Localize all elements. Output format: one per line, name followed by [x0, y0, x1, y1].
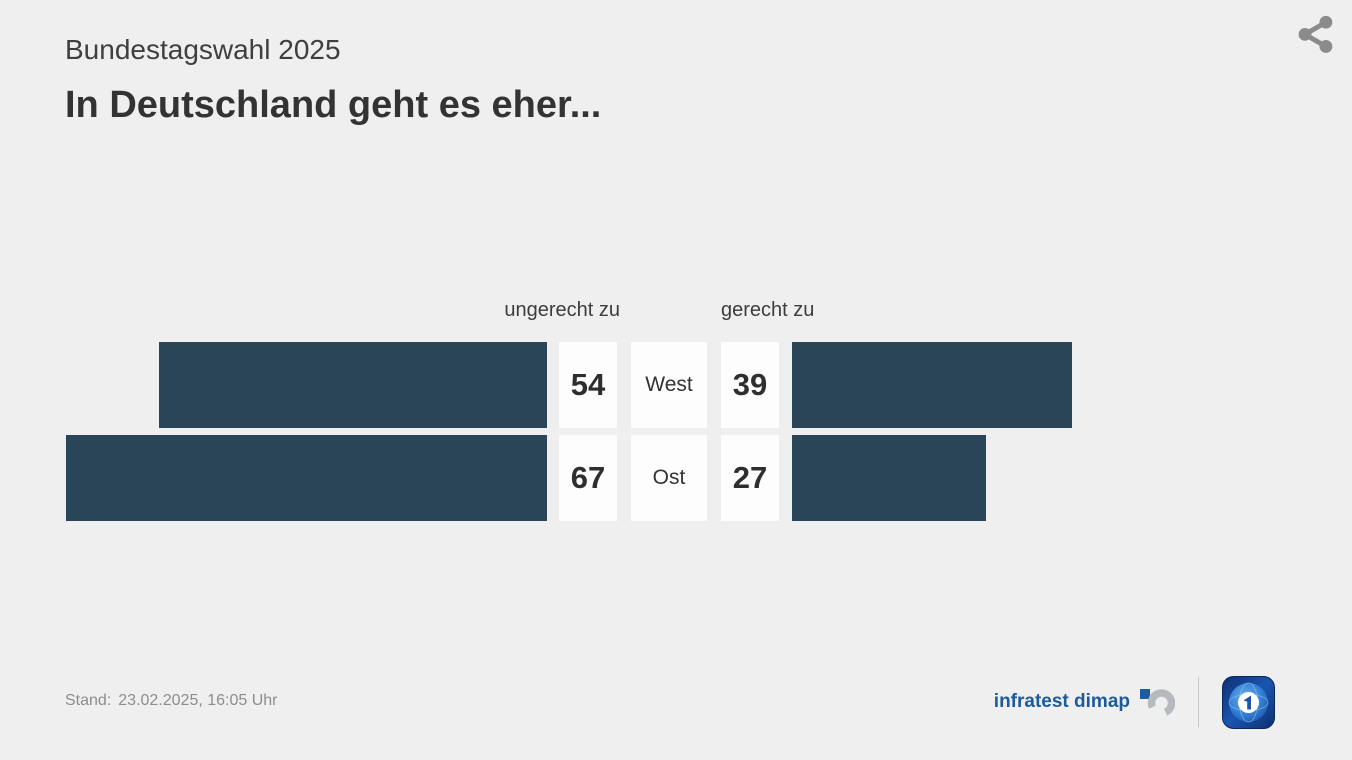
value-box-right-west: 39	[721, 342, 779, 428]
ard-logo	[1222, 675, 1275, 729]
category-label: West	[645, 373, 693, 396]
page-title: In Deutschland geht es eher...	[65, 84, 602, 126]
bar-ungerecht-ost	[66, 435, 547, 521]
share-button[interactable]	[1292, 10, 1340, 58]
chart-rows: 54 West 39 67 Ost 27	[0, 342, 1352, 528]
divider	[1198, 677, 1199, 727]
category-label: Ost	[652, 466, 686, 489]
timestamp-label: Stand:	[65, 692, 112, 709]
value-box-right-ost: 27	[721, 435, 779, 521]
share-icon	[1298, 15, 1333, 53]
infratest-dimap-logo-icon	[1140, 689, 1175, 717]
chart-row-west: 54 West 39	[0, 342, 1352, 428]
value-right: 39	[732, 367, 768, 402]
column-header-gerecht: gerecht zu	[721, 299, 815, 321]
category-box-ost: Ost	[631, 435, 707, 521]
value-right: 27	[732, 460, 768, 495]
value-box-left-west: 54	[559, 342, 617, 428]
chart-row-ost: 67 Ost 27	[0, 435, 1352, 521]
branding: infratest dimap	[994, 674, 1275, 730]
column-header-ungerecht: ungerecht zu	[504, 299, 620, 321]
value-box-left-ost: 67	[559, 435, 617, 521]
bar-ungerecht-west	[159, 342, 547, 428]
category-box-west: West	[631, 342, 707, 428]
timestamp-value: 23.02.2025, 16:05 Uhr	[118, 692, 278, 709]
infratest-dimap-logo-text: infratest dimap	[993, 691, 1130, 712]
value-left: 54	[570, 367, 606, 402]
value-left: 67	[570, 460, 606, 495]
bar-gerecht-west	[792, 342, 1072, 428]
kicker: Bundestagswahl 2025	[65, 34, 341, 65]
bar-gerecht-ost	[792, 435, 986, 521]
timestamp: Stand: 23.02.2025, 16:05 Uhr	[65, 692, 278, 710]
